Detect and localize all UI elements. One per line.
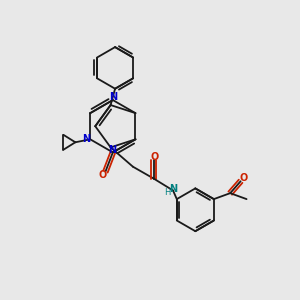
Text: N: N [108, 146, 116, 155]
Text: O: O [150, 152, 158, 162]
Text: O: O [98, 170, 106, 180]
Text: N: N [169, 184, 177, 194]
Text: H: H [164, 188, 171, 197]
Text: N: N [109, 92, 117, 101]
Text: N: N [82, 134, 91, 144]
Text: O: O [239, 173, 248, 183]
